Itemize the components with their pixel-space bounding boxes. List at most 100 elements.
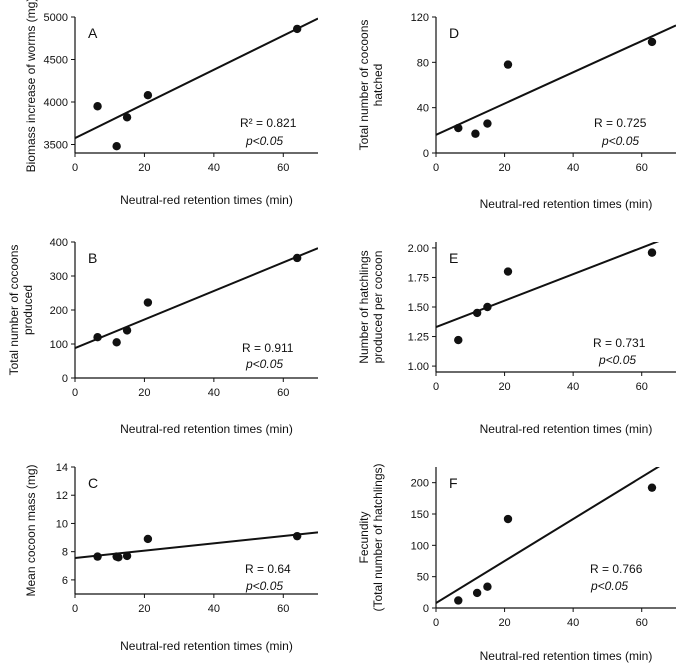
x-tick-label: 40 xyxy=(567,617,579,629)
x-tick-label: 60 xyxy=(277,162,289,174)
y-tick-label: 1.50 xyxy=(408,302,429,314)
y-axis-label: Total number of cocoons xyxy=(7,245,21,376)
data-point xyxy=(112,142,121,151)
y-tick-label: 100 xyxy=(50,339,68,351)
panel-c: 0 20 40 60 6 8 10 12 14 C R = 0.64 p<0.05 Neutral-re… xyxy=(24,462,318,653)
panel-label: F xyxy=(449,475,458,491)
y-tick-label: 400 xyxy=(50,237,68,249)
y-tick-label: 1.00 xyxy=(408,361,429,373)
p-value: p<0.05 xyxy=(245,134,283,148)
data-point xyxy=(503,514,513,524)
p-value: p<0.05 xyxy=(601,134,639,148)
x-tick-label: 0 xyxy=(433,162,439,174)
y-axis-label: hatched xyxy=(371,64,385,107)
y-tick-label: 6 xyxy=(62,575,68,587)
y-tick-label: 2.00 xyxy=(408,243,429,255)
y-tick-label: 300 xyxy=(50,271,68,283)
y-tick-label: 5000 xyxy=(44,12,68,24)
panel-label: A xyxy=(88,25,98,41)
x-tick-label: 60 xyxy=(277,603,289,615)
x-tick-label: 40 xyxy=(567,381,579,393)
y-axis-label: Fecundity xyxy=(357,511,371,563)
x-tick-label: 20 xyxy=(498,617,510,629)
data-point xyxy=(472,588,482,598)
x-tick-label: 60 xyxy=(636,617,648,629)
correlation-stat: R = 0.766 xyxy=(590,562,643,576)
y-tick-label: 8 xyxy=(62,547,68,559)
y-tick-label: 150 xyxy=(411,509,429,521)
data-point xyxy=(292,253,302,263)
data-point xyxy=(647,483,657,492)
x-tick-label: 40 xyxy=(208,603,220,615)
y-tick-label: 80 xyxy=(417,57,429,69)
y-tick-label: 120 xyxy=(411,12,429,24)
y-axis-label: Mean cocoon mass (mg) xyxy=(24,464,38,596)
data-point xyxy=(122,113,132,122)
p-value: p<0.05 xyxy=(245,357,283,371)
y-tick-label: 3500 xyxy=(44,140,68,152)
data-point xyxy=(454,596,463,605)
correlation-stat: R = 0.64 xyxy=(245,562,291,576)
x-axis-label: Neutral-red retention times (min) xyxy=(120,639,293,653)
data-point xyxy=(483,119,492,128)
data-point xyxy=(93,102,102,111)
y-axis-label: (Total number of hatchlings) xyxy=(371,463,385,611)
panel-e: 0 20 40 60 1.00 1.25 1.50 1.75 2.00 E R = 0.731 p<0… xyxy=(357,242,676,436)
y-tick-label: 10 xyxy=(56,518,68,530)
y-tick-label: 0 xyxy=(62,373,68,385)
p-value: p<0.05 xyxy=(590,579,628,593)
data-point xyxy=(503,267,513,276)
y-axis-label: Number of hatchlings xyxy=(357,250,371,363)
panel-label: B xyxy=(88,250,97,266)
x-tick-label: 20 xyxy=(498,162,510,174)
y-tick-label: 14 xyxy=(56,462,68,474)
p-value: p<0.05 xyxy=(598,353,636,367)
y-tick-label: 4000 xyxy=(44,97,68,109)
y-axis-label: produced xyxy=(21,285,35,335)
correlation-stat: R² = 0.821 xyxy=(240,116,297,130)
y-tick-label: 200 xyxy=(411,478,429,490)
panel-label: E xyxy=(449,250,458,266)
data-point xyxy=(93,552,102,561)
regression-line xyxy=(75,531,318,560)
regression-line xyxy=(436,24,676,136)
y-tick-label: 1.25 xyxy=(408,332,429,344)
correlation-stat: R = 0.731 xyxy=(593,336,646,350)
panel-b: 0 20 40 60 0 100 200 300 400 B R = 0.911 p<0.05 Neut… xyxy=(7,237,318,436)
y-tick-label: 50 xyxy=(417,572,429,584)
x-axis-label: Neutral-red retention times (min) xyxy=(120,422,293,436)
x-tick-label: 20 xyxy=(138,603,150,615)
x-tick-label: 60 xyxy=(636,162,648,174)
data-point xyxy=(114,553,123,562)
x-tick-label: 40 xyxy=(208,387,220,399)
data-point xyxy=(471,129,480,138)
x-tick-label: 40 xyxy=(567,162,579,174)
data-point xyxy=(483,582,492,591)
y-tick-label: 100 xyxy=(411,540,429,552)
x-tick-label: 0 xyxy=(72,162,78,174)
panel-label: C xyxy=(88,475,98,491)
regression-line xyxy=(75,247,318,350)
data-point xyxy=(143,91,153,100)
x-axis-label: Neutral-red retention times (min) xyxy=(480,649,653,663)
x-tick-label: 40 xyxy=(208,162,220,174)
regression-line xyxy=(436,467,661,604)
data-point xyxy=(454,335,463,345)
y-tick-label: 0 xyxy=(423,603,429,615)
correlation-stat: R = 0.911 xyxy=(242,341,294,355)
x-axis-label: Neutral-red retention times (min) xyxy=(480,422,653,436)
data-point xyxy=(454,123,463,133)
x-tick-label: 0 xyxy=(433,381,439,393)
y-axis-label: Biomass increase of worms (mg) xyxy=(24,0,38,172)
data-point xyxy=(122,551,132,561)
x-tick-label: 60 xyxy=(277,387,289,399)
x-tick-label: 0 xyxy=(72,603,78,615)
y-tick-label: 12 xyxy=(56,490,68,502)
y-axis-label: Total number of cocoons xyxy=(357,20,371,151)
x-tick-label: 60 xyxy=(636,381,648,393)
panel-a: 0 20 40 60 3500 4000 4500 5000 A R² = 0.821 p<0.05… xyxy=(24,0,318,207)
x-tick-label: 20 xyxy=(138,387,150,399)
data-point xyxy=(292,531,302,541)
correlation-stat: R = 0.725 xyxy=(594,116,647,130)
p-value: p<0.05 xyxy=(245,579,283,593)
